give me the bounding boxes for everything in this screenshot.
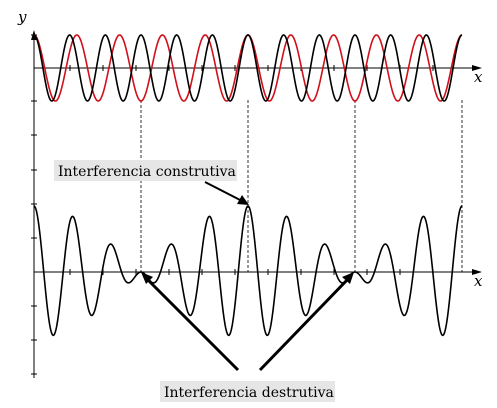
- bottom-x-axis-arrow: [472, 269, 482, 275]
- constructive-arrow: [204, 181, 245, 203]
- constructive-arrowhead: [237, 195, 249, 205]
- dashed-guides: [140, 100, 463, 272]
- y-axis-label: y: [17, 8, 27, 26]
- sum-wave: [33, 205, 463, 337]
- destructive-arrowhead-left: [141, 272, 153, 284]
- constructive-label: Interferencia construtiva: [58, 164, 236, 180]
- destructive-arrowhead-right: [342, 272, 354, 284]
- destructive-label: Interferencia destrutiva: [164, 385, 334, 401]
- constructive-label-box: [54, 160, 237, 181]
- y-axis-ticks: [31, 34, 37, 375]
- black-wave: [33, 34, 463, 102]
- destructive-arrow-left: [144, 276, 240, 372]
- top-x-axis-label: x: [474, 68, 483, 86]
- bottom-x-axis-label: x: [474, 272, 483, 290]
- destructive-label-box: [160, 381, 335, 402]
- destructive-arrow-right: [258, 276, 351, 372]
- top-x-axis-arrow: [472, 65, 482, 71]
